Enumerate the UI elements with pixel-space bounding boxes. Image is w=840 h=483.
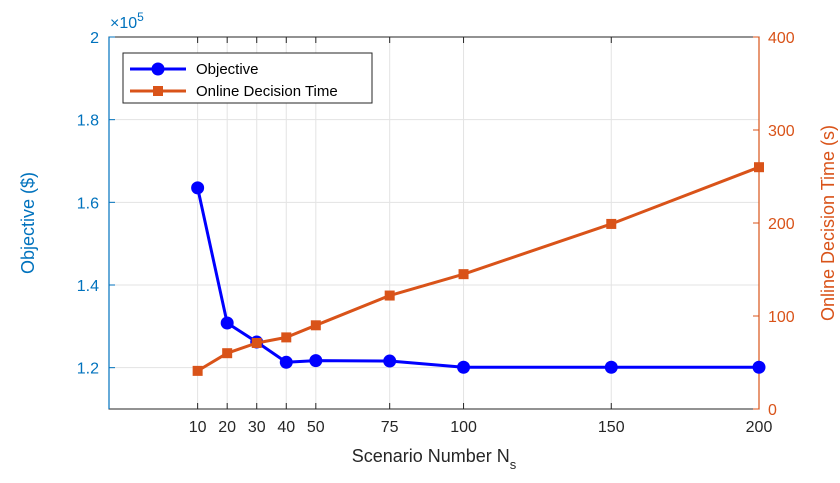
data-point-objective: [279, 355, 293, 369]
data-point-objective: [220, 316, 234, 330]
data-point-online-decision-time: [310, 320, 321, 331]
x-tick-label: 10: [189, 419, 207, 436]
right-axis-label: Online Decision Time (s): [818, 125, 838, 321]
legend-label-objective: Objective: [196, 61, 259, 78]
legend-label-decision-time: Online Decision Time: [196, 83, 338, 100]
data-point-objective: [309, 354, 323, 368]
right-tick-label: 400: [768, 30, 795, 47]
x-tick-label: 50: [307, 419, 325, 436]
x-tick-label: 200: [746, 419, 773, 436]
right-tick-label: 0: [768, 402, 777, 419]
right-axis-ticks: 0 100 200 300 400: [753, 30, 795, 419]
legend: Objective Online Decision Time: [122, 52, 373, 104]
data-point-online-decision-time: [606, 218, 617, 229]
legend-box: [122, 52, 373, 104]
left-tick-label: 1.6: [77, 195, 99, 212]
left-tick-label: 1.2: [77, 361, 99, 378]
x-axis-ticks: 10 20 30 40 50 75 100 150 200: [189, 37, 773, 436]
legend-marker-objective: [151, 62, 165, 76]
data-point-online-decision-time: [281, 332, 292, 343]
series-layer: [191, 162, 766, 376]
data-point-objective: [383, 354, 397, 368]
right-tick-label: 200: [768, 216, 795, 233]
data-point-online-decision-time: [458, 269, 469, 280]
x-tick-label: 75: [381, 419, 399, 436]
data-point-objective: [191, 181, 205, 195]
legend-marker-decision-time: [153, 86, 163, 96]
data-point-objective: [604, 360, 618, 374]
x-tick-label: 30: [248, 419, 266, 436]
x-tick-label: 40: [277, 419, 295, 436]
x-axis-label-main: Scenario Number N: [352, 446, 510, 466]
data-point-online-decision-time: [222, 348, 233, 359]
left-tick-label: 1.4: [77, 278, 99, 295]
x-tick-label: 20: [218, 419, 236, 436]
x-axis-label-subscript: s: [510, 457, 517, 472]
x-axis-label: Scenario Number Ns: [352, 446, 517, 472]
data-point-online-decision-time: [754, 162, 764, 173]
data-point-online-decision-time: [384, 290, 395, 301]
left-axis-exponent-base: ×10: [110, 15, 137, 32]
right-tick-label: 300: [768, 123, 795, 140]
left-axis-exponent-power: 5: [137, 10, 144, 24]
data-point-objective: [752, 360, 766, 374]
left-tick-label: 1.8: [77, 113, 99, 130]
data-point-online-decision-time: [192, 365, 203, 376]
x-tick-label: 150: [598, 419, 625, 436]
x-tick-label: 100: [450, 419, 477, 436]
left-axis-label: Objective ($): [18, 172, 38, 274]
data-point-objective: [457, 360, 471, 374]
right-tick-label: 100: [768, 309, 795, 326]
left-axis-ticks: 1.2 1.4 1.6 1.8 2: [77, 30, 115, 409]
left-tick-label: 2: [90, 30, 99, 47]
left-axis-exponent: ×105: [110, 10, 144, 32]
data-point-online-decision-time: [251, 337, 262, 348]
